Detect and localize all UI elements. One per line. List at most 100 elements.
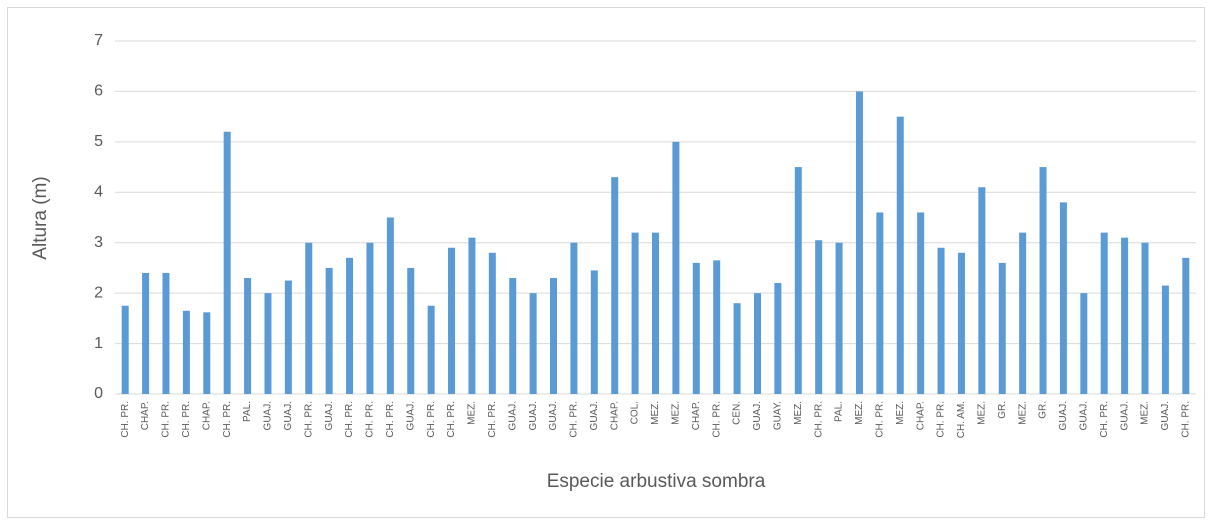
x-tick-label: COL. (630, 401, 641, 424)
x-tick-label: MEZ. (1140, 401, 1151, 425)
x-tick-label: CHAP. (915, 401, 926, 430)
bar (713, 260, 721, 394)
x-tick-label: CH. PR. (303, 401, 314, 438)
y-axis-title: Altura (m) (30, 176, 51, 259)
bar (142, 272, 150, 394)
x-tick-label: GUAJ. (283, 401, 294, 430)
x-tick-label: MEZ. (976, 401, 987, 425)
x-tick-label: CH. PR. (385, 401, 396, 438)
x-tick-label: CH. PR. (426, 401, 437, 438)
x-tick-label: CHAP. (609, 401, 620, 430)
x-tick-label: CH. PR. (936, 401, 947, 438)
x-tick-label: GUAJ. (1160, 401, 1171, 430)
y-tick-label: 0 (94, 385, 103, 402)
x-tick-label: GUAJ. (1078, 401, 1089, 430)
bar (855, 91, 863, 394)
x-tick-label: CH. PR. (446, 401, 457, 438)
bar (672, 141, 680, 394)
bar (978, 187, 986, 394)
bar (570, 242, 578, 394)
bar (794, 167, 802, 394)
y-tick-label: 4 (94, 184, 103, 201)
x-tick-label: GUAY. (773, 401, 784, 430)
y-tick-label: 3 (94, 234, 103, 251)
y-tick-label: 1 (94, 335, 103, 352)
x-tick-label: GUAJ. (507, 401, 518, 430)
chart-border (7, 7, 1205, 518)
bar (652, 232, 659, 394)
bar (1182, 257, 1190, 394)
x-tick-label: CHAP. (691, 401, 702, 430)
bar (1019, 232, 1027, 394)
bar (448, 247, 456, 394)
y-tick-label: 6 (94, 83, 103, 100)
x-tick-label: GR. (997, 401, 1008, 419)
bar (468, 237, 476, 394)
bar (550, 278, 558, 394)
x-tick-label: CH. PR. (1180, 401, 1191, 438)
bar (529, 293, 537, 394)
bar (1141, 242, 1149, 394)
bar (733, 303, 741, 394)
x-tick-label: CH. PR. (222, 401, 233, 438)
x-tick-label: MEZ. (671, 401, 682, 425)
x-tick-label: CH. PR. (344, 401, 355, 438)
bar (1121, 237, 1129, 394)
x-tick-label: GUAJ. (1058, 401, 1069, 430)
y-tick-label: 2 (94, 284, 103, 301)
bar (346, 257, 354, 394)
bar (305, 242, 313, 394)
bar (488, 252, 496, 394)
bar (753, 293, 761, 394)
y-tick-label: 5 (94, 133, 103, 150)
y-tick-label: 7 (94, 32, 103, 49)
bar (1059, 202, 1067, 394)
bar (427, 305, 435, 394)
bar (1080, 293, 1088, 394)
x-tick-label: CEN. (732, 401, 743, 425)
x-tick-label: CH. PR. (569, 401, 580, 438)
bar (917, 212, 925, 394)
x-tick-label: CH. PR. (120, 401, 131, 438)
bar (509, 278, 517, 394)
bar (1161, 285, 1169, 394)
x-tick-label: GUAJ. (752, 401, 763, 430)
bar (631, 232, 639, 394)
bar (1100, 232, 1108, 394)
bar (162, 272, 170, 394)
x-tick-label: CHAP. (201, 401, 212, 430)
x-tick-label: GUAJ. (548, 401, 559, 430)
x-tick-label: PAL. (242, 401, 253, 422)
bar (366, 242, 374, 394)
bar (121, 305, 129, 394)
bar (386, 217, 394, 394)
bar (876, 212, 884, 394)
bar (264, 293, 272, 394)
x-tick-label: MEZ. (895, 401, 906, 425)
x-tick-label: CH. PR. (365, 401, 376, 438)
x-tick-label: CH. PR. (161, 401, 172, 438)
x-tick-label: GUAJ. (528, 401, 539, 430)
x-tick-label: MEZ. (854, 401, 865, 425)
bar (998, 262, 1006, 394)
x-tick-label: CH. PR. (874, 401, 885, 438)
bar (774, 283, 782, 394)
x-tick-label: CHAP. (140, 401, 151, 430)
bar (223, 131, 231, 394)
bar (896, 116, 904, 395)
x-tick-label: GUAJ. (263, 401, 274, 430)
x-tick-label: GUAJ. (1119, 401, 1130, 430)
bar (325, 267, 333, 394)
x-tick-label: GUAJ. (324, 401, 335, 430)
bar (611, 177, 619, 394)
x-tick-label: CH. PR. (487, 401, 498, 438)
bar (835, 242, 843, 394)
bar (244, 278, 252, 394)
bar (1039, 167, 1047, 394)
bar (937, 247, 945, 394)
bar (692, 262, 700, 394)
bar (957, 252, 965, 394)
x-tick-label: CH. PR. (711, 401, 722, 438)
